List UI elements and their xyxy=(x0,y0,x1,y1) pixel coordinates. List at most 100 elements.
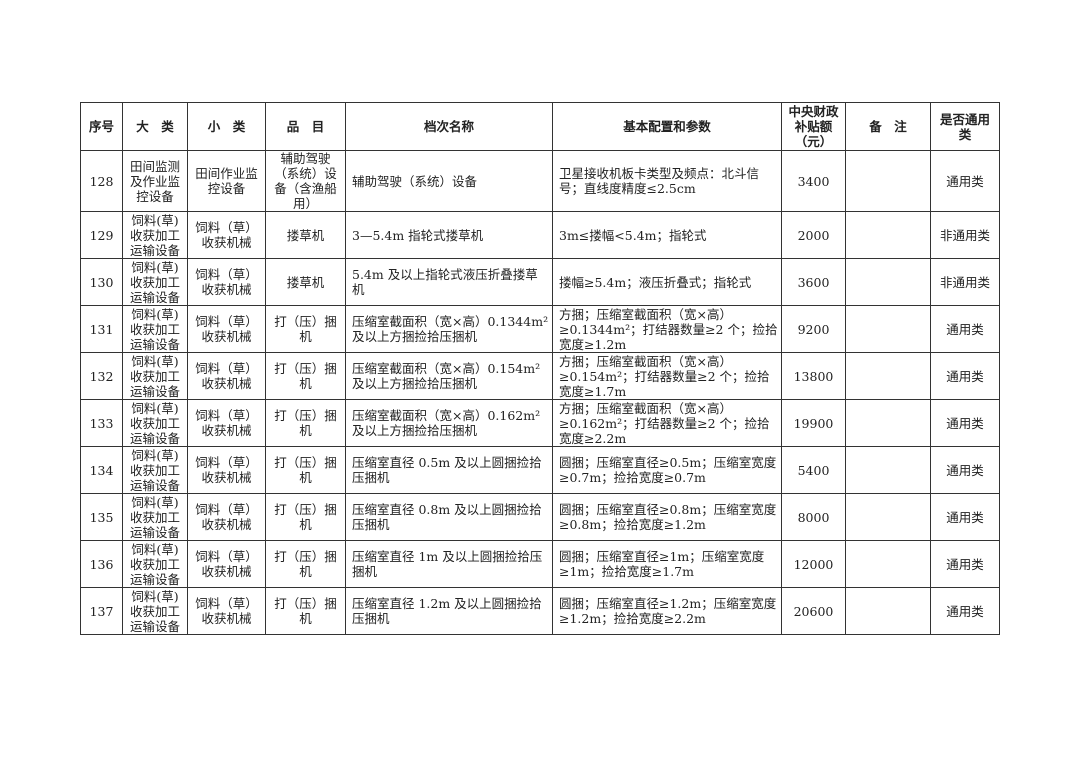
cell-config: 圆捆；压缩室直径≥1.2m；压缩室宽度≥1.2m；捡拾宽度≥2.2m xyxy=(552,587,782,635)
cell-general-type: 通用类 xyxy=(930,540,1000,588)
cell-note xyxy=(845,540,931,588)
table-body: 128 田间监测及作业监控设备 田间作业监控设备 辅助驾驶（系统）设备（含渔船用） 辅助… xyxy=(80,150,1000,635)
subsidy-table: 序号 大 类 小 类 品 目 档次名称 基本配置和参数 中央财政补贴额（元） 备… xyxy=(80,102,1000,635)
table-header-row: 序号 大 类 小 类 品 目 档次名称 基本配置和参数 中央财政补贴额（元） 备… xyxy=(80,102,1000,151)
cell-subsidy-amount: 20600 xyxy=(781,587,846,635)
cell-subsidy-amount: 8000 xyxy=(781,493,846,541)
cell-note xyxy=(845,258,931,306)
cell-grade-name: 压缩室直径 0.5m 及以上圆捆捡拾压捆机 xyxy=(345,446,553,494)
cell-minor-category: 饲料（草）收获机械 xyxy=(187,305,266,353)
table-row: 136 饲料(草)收获加工运输设备 饲料（草）收获机械 打（压）捆机 压缩室直径 1m … xyxy=(80,540,1000,588)
cell-major-category: 饲料(草)收获加工运输设备 xyxy=(122,352,188,400)
cell-item: 搂草机 xyxy=(265,258,346,306)
cell-subsidy-amount: 12000 xyxy=(781,540,846,588)
cell-row-number: 137 xyxy=(80,587,123,635)
table-row: 135 饲料(草)收获加工运输设备 饲料（草）收获机械 打（压）捆机 压缩室直径 0.8… xyxy=(80,493,1000,541)
cell-config: 圆捆；压缩室直径≥0.5m；压缩室宽度≥0.7m；捡拾宽度≥0.7m xyxy=(552,446,782,494)
header-note: 备 注 xyxy=(845,102,931,151)
cell-major-category: 饲料(草)收获加工运输设备 xyxy=(122,305,188,353)
cell-note xyxy=(845,587,931,635)
cell-minor-category: 饲料（草）收获机械 xyxy=(187,211,266,259)
table-row: 130 饲料(草)收获加工运输设备 饲料（草）收获机械 搂草机 5.4m 及以上指轮式液… xyxy=(80,258,1000,306)
header-major-category: 大 类 xyxy=(122,102,188,151)
cell-row-number: 131 xyxy=(80,305,123,353)
cell-minor-category: 饲料（草）收获机械 xyxy=(187,493,266,541)
cell-item: 辅助驾驶（系统）设备（含渔船用） xyxy=(265,150,346,212)
cell-subsidy-amount: 19900 xyxy=(781,399,846,447)
table-row: 129 饲料(草)收获加工运输设备 饲料（草）收获机械 搂草机 3—5.4m 指轮式搂草… xyxy=(80,211,1000,259)
cell-major-category: 饲料(草)收获加工运输设备 xyxy=(122,211,188,259)
cell-note xyxy=(845,399,931,447)
cell-minor-category: 饲料（草）收获机械 xyxy=(187,352,266,400)
header-grade-name: 档次名称 xyxy=(345,102,553,151)
cell-general-type: 非通用类 xyxy=(930,258,1000,306)
cell-general-type: 通用类 xyxy=(930,305,1000,353)
cell-config: 卫星接收机板卡类型及频点：北斗信号；直线度精度≤2.5cm xyxy=(552,150,782,212)
cell-grade-name: 压缩室截面积（宽×高）0.154m² 及以上方捆捡拾压捆机 xyxy=(345,352,553,400)
table-row: 128 田间监测及作业监控设备 田间作业监控设备 辅助驾驶（系统）设备（含渔船用） 辅助… xyxy=(80,150,1000,212)
cell-general-type: 通用类 xyxy=(930,399,1000,447)
cell-subsidy-amount: 9200 xyxy=(781,305,846,353)
cell-grade-name: 压缩室直径 0.8m 及以上圆捆捡拾压捆机 xyxy=(345,493,553,541)
cell-item: 打（压）捆机 xyxy=(265,587,346,635)
cell-minor-category: 饲料（草）收获机械 xyxy=(187,399,266,447)
cell-grade-name: 辅助驾驶（系统）设备 xyxy=(345,150,553,212)
cell-major-category: 饲料(草)收获加工运输设备 xyxy=(122,446,188,494)
cell-row-number: 129 xyxy=(80,211,123,259)
cell-item: 打（压）捆机 xyxy=(265,446,346,494)
cell-note xyxy=(845,305,931,353)
cell-item: 搂草机 xyxy=(265,211,346,259)
cell-minor-category: 饲料（草）收获机械 xyxy=(187,587,266,635)
cell-grade-name: 压缩室截面积（宽×高）0.162m² 及以上方捆捡拾压捆机 xyxy=(345,399,553,447)
cell-config: 圆捆；压缩室直径≥0.8m；压缩室宽度≥0.8m；捡拾宽度≥1.2m xyxy=(552,493,782,541)
cell-note xyxy=(845,352,931,400)
cell-note xyxy=(845,493,931,541)
cell-major-category: 饲料(草)收获加工运输设备 xyxy=(122,540,188,588)
cell-note xyxy=(845,211,931,259)
cell-minor-category: 饲料（草）收获机械 xyxy=(187,446,266,494)
cell-item: 打（压）捆机 xyxy=(265,305,346,353)
cell-general-type: 通用类 xyxy=(930,493,1000,541)
cell-grade-name: 5.4m 及以上指轮式液压折叠搂草机 xyxy=(345,258,553,306)
cell-grade-name: 压缩室截面积（宽×高）0.1344m² 及以上方捆捡拾压捆机 xyxy=(345,305,553,353)
cell-subsidy-amount: 13800 xyxy=(781,352,846,400)
cell-major-category: 饲料(草)收获加工运输设备 xyxy=(122,493,188,541)
cell-subsidy-amount: 3600 xyxy=(781,258,846,306)
table-row: 132 饲料(草)收获加工运输设备 饲料（草）收获机械 打（压）捆机 压缩室截面积（宽×… xyxy=(80,352,1000,400)
cell-major-category: 饲料(草)收获加工运输设备 xyxy=(122,399,188,447)
cell-row-number: 136 xyxy=(80,540,123,588)
cell-row-number: 134 xyxy=(80,446,123,494)
cell-config: 圆捆；压缩室直径≥1m；压缩室宽度≥1m；捡拾宽度≥1.7m xyxy=(552,540,782,588)
table-row: 137 饲料(草)收获加工运输设备 饲料（草）收获机械 打（压）捆机 压缩室直径 1.2… xyxy=(80,587,1000,635)
cell-note xyxy=(845,446,931,494)
cell-grade-name: 压缩室直径 1.2m 及以上圆捆捡拾压捆机 xyxy=(345,587,553,635)
cell-config: 方捆；压缩室截面积（宽×高）≥0.154m²；打结器数量≥2 个；捡拾宽度≥1.… xyxy=(552,352,782,400)
cell-item: 打（压）捆机 xyxy=(265,493,346,541)
cell-item: 打（压）捆机 xyxy=(265,352,346,400)
cell-config: 方捆；压缩室截面积（宽×高）≥0.1344m²；打结器数量≥2 个；捡拾宽度≥1… xyxy=(552,305,782,353)
cell-general-type: 通用类 xyxy=(930,352,1000,400)
table-row: 131 饲料(草)收获加工运输设备 饲料（草）收获机械 打（压）捆机 压缩室截面积（宽×… xyxy=(80,305,1000,353)
cell-row-number: 128 xyxy=(80,150,123,212)
cell-item: 打（压）捆机 xyxy=(265,540,346,588)
header-minor-category: 小 类 xyxy=(187,102,266,151)
cell-row-number: 132 xyxy=(80,352,123,400)
cell-minor-category: 饲料（草）收获机械 xyxy=(187,540,266,588)
cell-item: 打（压）捆机 xyxy=(265,399,346,447)
cell-config: 3m≤搂幅<5.4m；指轮式 xyxy=(552,211,782,259)
cell-row-number: 135 xyxy=(80,493,123,541)
header-general: 是否通用类 xyxy=(930,102,1000,151)
table-row: 134 饲料(草)收获加工运输设备 饲料（草）收获机械 打（压）捆机 压缩室直径 0.5… xyxy=(80,446,1000,494)
cell-major-category: 田间监测及作业监控设备 xyxy=(122,150,188,212)
cell-general-type: 通用类 xyxy=(930,587,1000,635)
cell-row-number: 130 xyxy=(80,258,123,306)
cell-grade-name: 压缩室直径 1m 及以上圆捆捡拾压捆机 xyxy=(345,540,553,588)
cell-grade-name: 3—5.4m 指轮式搂草机 xyxy=(345,211,553,259)
cell-major-category: 饲料(草)收获加工运输设备 xyxy=(122,587,188,635)
cell-note xyxy=(845,150,931,212)
table-row: 133 饲料(草)收获加工运输设备 饲料（草）收获机械 打（压）捆机 压缩室截面积（宽×… xyxy=(80,399,1000,447)
cell-general-type: 通用类 xyxy=(930,446,1000,494)
header-config: 基本配置和参数 xyxy=(552,102,782,151)
cell-subsidy-amount: 2000 xyxy=(781,211,846,259)
cell-config: 方捆；压缩室截面积（宽×高）≥0.162m²；打结器数量≥2 个；捡拾宽度≥2.… xyxy=(552,399,782,447)
